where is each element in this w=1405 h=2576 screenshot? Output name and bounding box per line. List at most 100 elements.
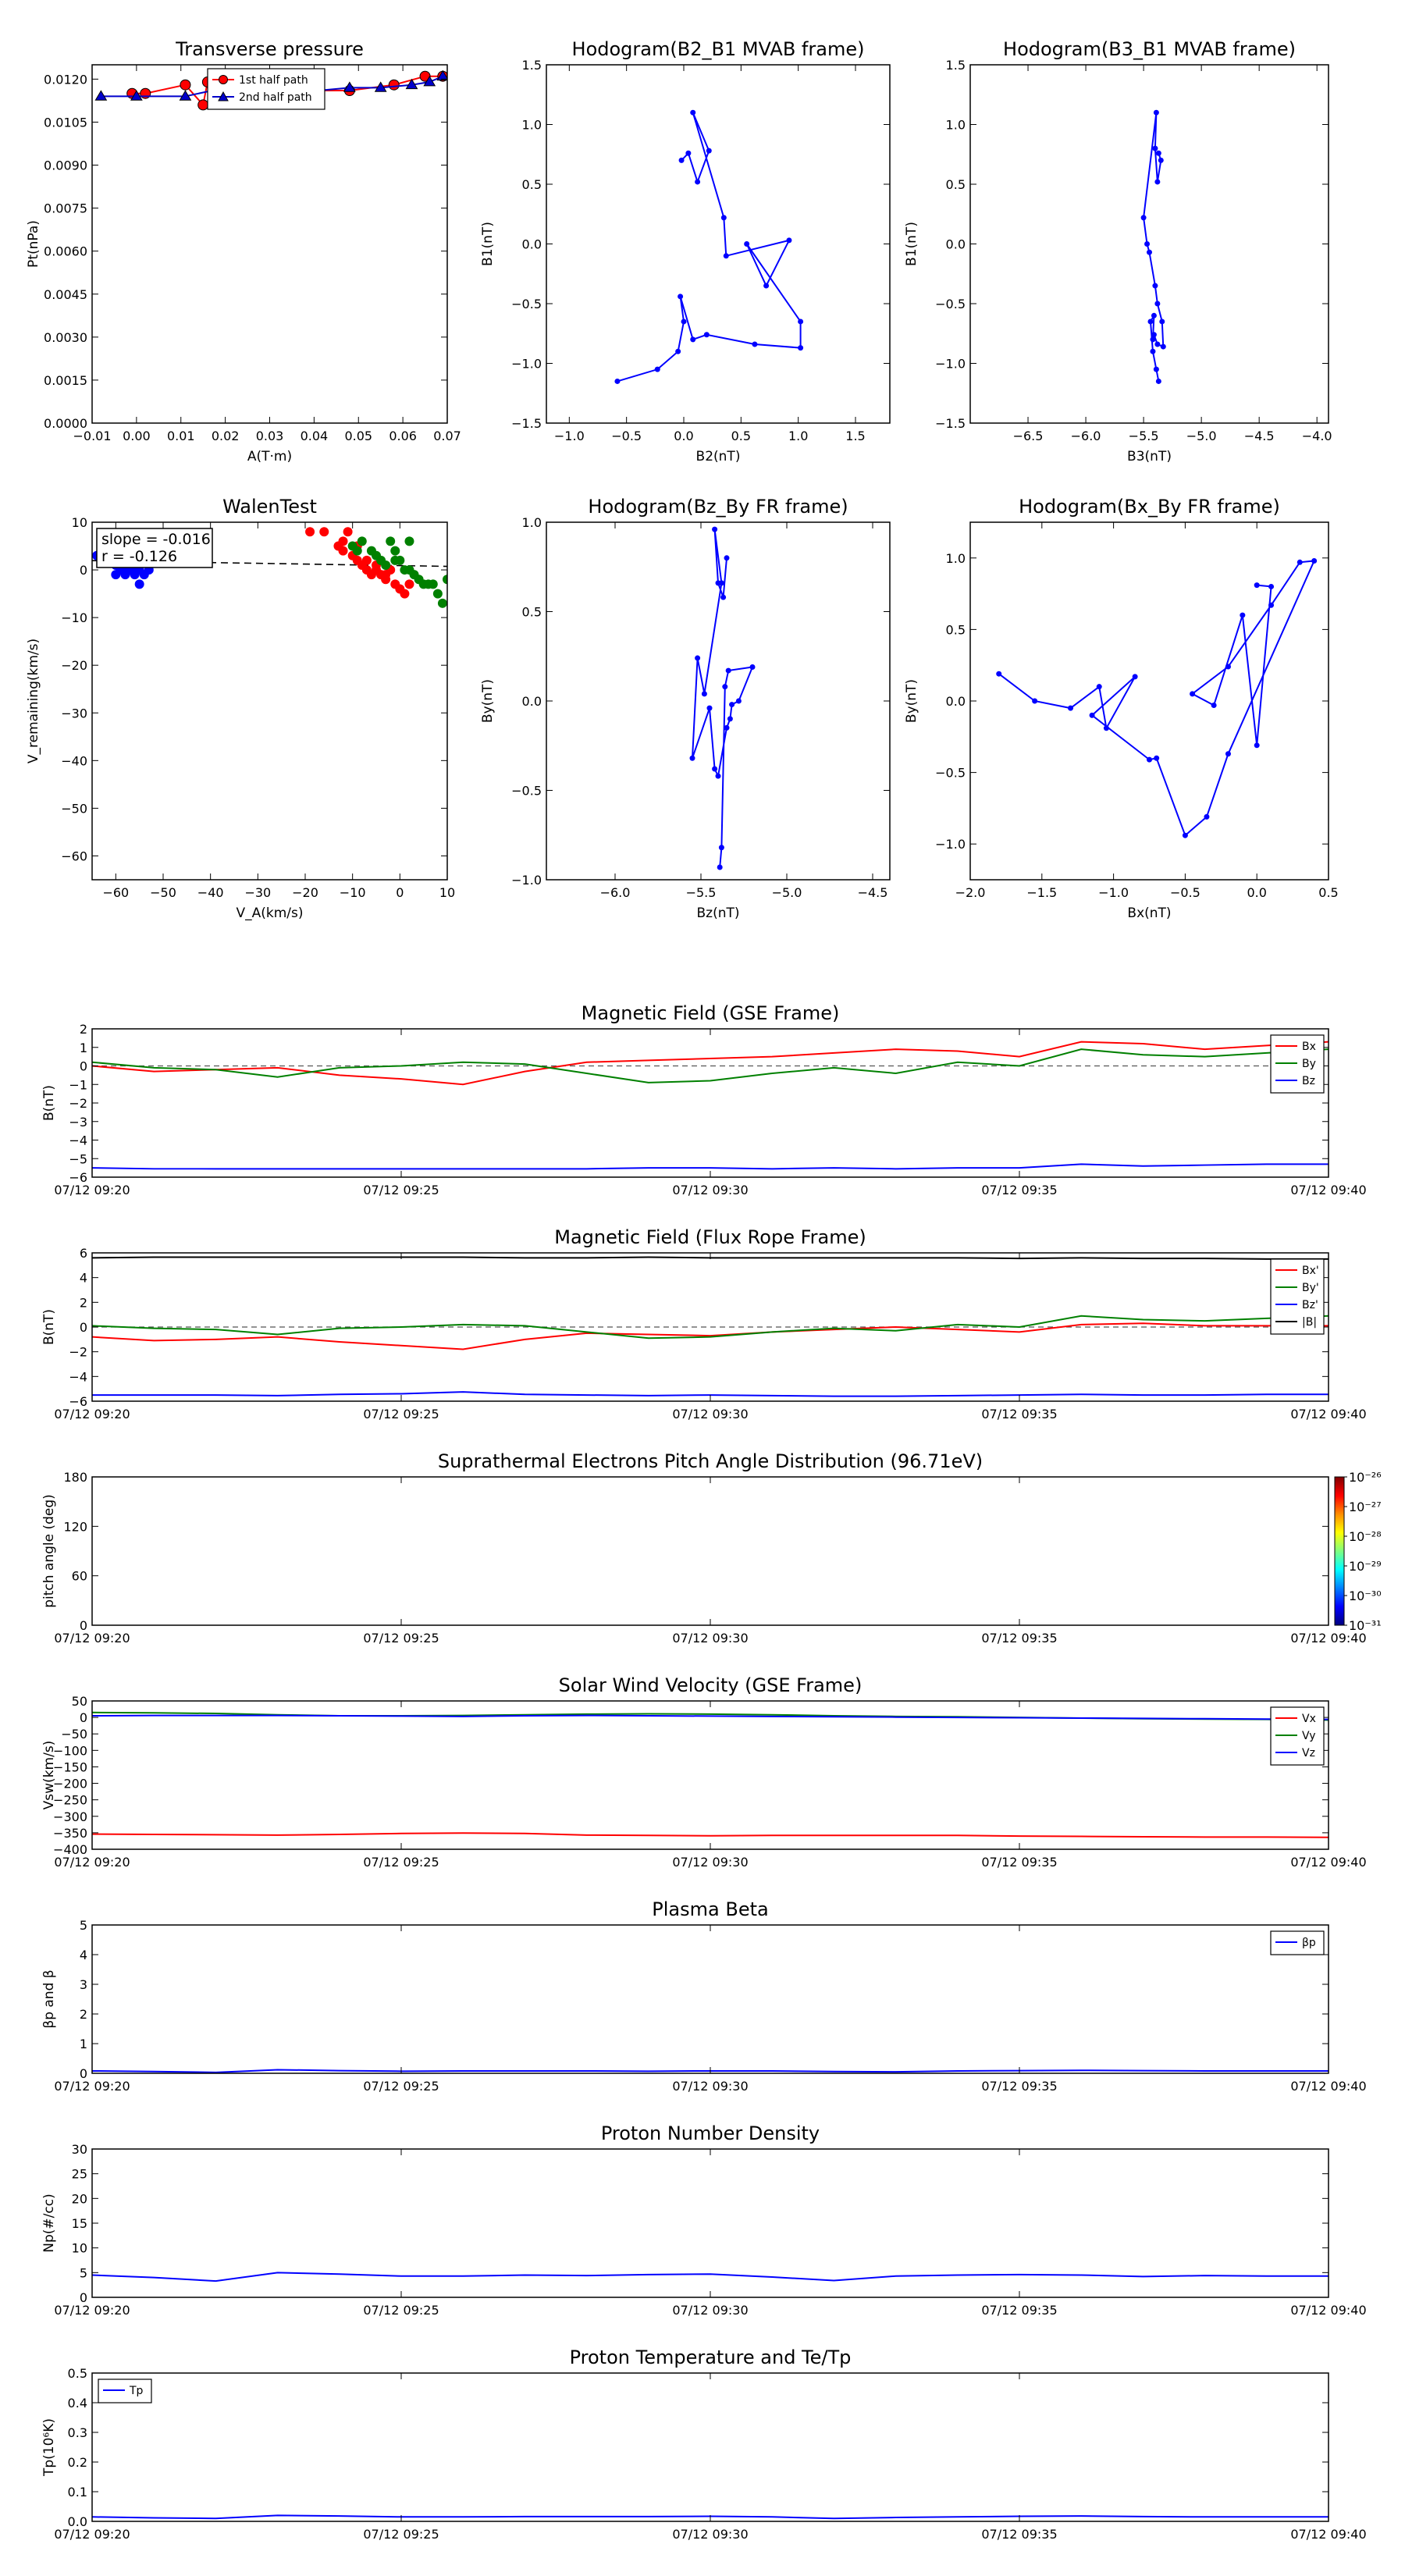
plot-frame <box>546 64 891 424</box>
x-tick-label: 07/12 09:30 <box>672 2079 748 2094</box>
x-tick-label: 1.5 <box>845 429 865 443</box>
data-point <box>1153 109 1159 116</box>
data-point <box>749 664 756 670</box>
y-tick-label: −10 <box>61 610 87 625</box>
data-point <box>720 215 727 221</box>
x-tick-label: −5.5 <box>686 885 717 900</box>
annotation-box <box>96 528 213 568</box>
data-point <box>1152 283 1158 289</box>
data-layer <box>689 526 756 870</box>
y-tick-label: −400 <box>53 1842 87 1857</box>
x-tick-label: 07/12 09:35 <box>981 2527 1057 2542</box>
data-point <box>390 555 400 565</box>
y-tick-label: 0.5 <box>522 177 542 192</box>
y-tick-label: 0.0015 <box>44 373 87 388</box>
data-point <box>715 773 721 779</box>
x-tick-label: 07/12 09:25 <box>363 1855 439 1870</box>
data-point <box>744 241 750 247</box>
x-tick-label: 10 <box>439 885 455 900</box>
x-axis-label: Bz(nT) <box>696 906 739 921</box>
data-point <box>798 318 804 325</box>
y-tick-label: −1.5 <box>511 416 542 431</box>
data-point <box>1154 341 1161 347</box>
colorbar-label: 10⁻²⁹ <box>1349 1559 1382 1574</box>
x-axis-label: V_A(km/s) <box>236 906 303 921</box>
data-point <box>1144 241 1151 247</box>
data-point <box>386 536 396 546</box>
plot-frame <box>91 2148 1329 2298</box>
data-point <box>419 70 431 82</box>
data-point <box>404 565 414 575</box>
y-tick-label: 0 <box>80 563 87 578</box>
data-point <box>1182 832 1188 838</box>
y-tick-label: 1.5 <box>522 58 542 73</box>
x-tick-label: 07/12 09:35 <box>981 1855 1057 1870</box>
data-layer <box>1140 109 1166 384</box>
x-tick-label: −50 <box>150 885 176 900</box>
data-point <box>1068 705 1074 711</box>
data-point <box>1190 691 1196 697</box>
y-tick-label: 0.4 <box>68 2396 87 2411</box>
data-point <box>352 546 362 556</box>
y-axis-label: V_remaining(km/s) <box>26 639 41 763</box>
y-tick-label: 20 <box>72 2191 87 2206</box>
data-point <box>343 527 353 537</box>
data-point <box>374 81 387 92</box>
x-tick-label: 07/12 09:40 <box>1290 2303 1366 2318</box>
data-point <box>343 81 356 92</box>
x-tick-label: −5.0 <box>772 885 802 900</box>
x-tick-label: 07/12 09:25 <box>363 2303 439 2318</box>
panel-hodogram-bx-by: Hodogram(Bx_By FR frame) −2.0 −1.5 −1.0 −0.5… <box>904 496 1339 921</box>
y-tick-label: 120 <box>63 1519 87 1534</box>
data-point <box>134 579 144 589</box>
y-axis-label: B(nT) <box>41 1085 57 1121</box>
data-point <box>718 580 724 586</box>
data-point <box>675 348 681 354</box>
x-tick-label: 07/12 09:35 <box>981 1183 1057 1197</box>
y-tick-label: −60 <box>61 849 87 863</box>
x-tick-label: −0.5 <box>1170 885 1200 900</box>
x-tick-label: 0.01 <box>167 429 195 443</box>
y-tick-label: 0 <box>80 2290 87 2305</box>
y-tick-label: 0.0045 <box>44 287 87 302</box>
series-path-line <box>998 560 1316 837</box>
data-point <box>1147 318 1154 325</box>
y-tick-label: 1 <box>80 1041 87 1055</box>
data-point <box>695 179 701 185</box>
series-path-line <box>617 112 802 382</box>
y-tick-label: −3 <box>69 1115 87 1130</box>
legend-label: Bz' <box>1302 1299 1318 1311</box>
data-point <box>1140 215 1147 221</box>
x-tick-label: −4.5 <box>858 885 888 900</box>
data-point <box>1151 312 1157 318</box>
data-point <box>319 527 329 537</box>
y-tick-label: −1.0 <box>511 873 542 888</box>
data-point <box>338 536 348 546</box>
x-tick-label: 07/12 09:40 <box>1290 1407 1366 1421</box>
data-point <box>1089 712 1095 718</box>
x-tick-label: −2.0 <box>955 885 986 900</box>
series-vz-line <box>92 1714 1329 1720</box>
x-tick-label: 07/12 09:35 <box>981 2303 1057 2318</box>
data-point <box>1240 612 1246 618</box>
data-point <box>1254 582 1260 589</box>
data-point <box>1147 249 1152 255</box>
legend-label: By' <box>1302 1282 1319 1294</box>
legend-marker <box>219 75 228 84</box>
y-tick-label: −20 <box>61 658 87 673</box>
x-tick-label: −20 <box>292 885 318 900</box>
y-axis-label: Np(#/cc) <box>41 2194 57 2252</box>
y-tick-label: 1.0 <box>522 118 542 133</box>
y-tick-label: 2 <box>80 1295 87 1310</box>
data-point <box>436 69 447 81</box>
y-tick-label: 0.0 <box>68 2514 87 2529</box>
chart-title: Suprathermal Electrons Pitch Angle Distr… <box>438 1450 983 1472</box>
data-point <box>437 598 447 608</box>
data-point <box>678 294 684 300</box>
chart-title: Magnetic Field (Flux Rope Frame) <box>554 1226 866 1248</box>
series-bz-line <box>92 1163 1329 1170</box>
plot-frame <box>91 1028 1329 1178</box>
y-tick-label: 0.0 <box>946 694 966 709</box>
